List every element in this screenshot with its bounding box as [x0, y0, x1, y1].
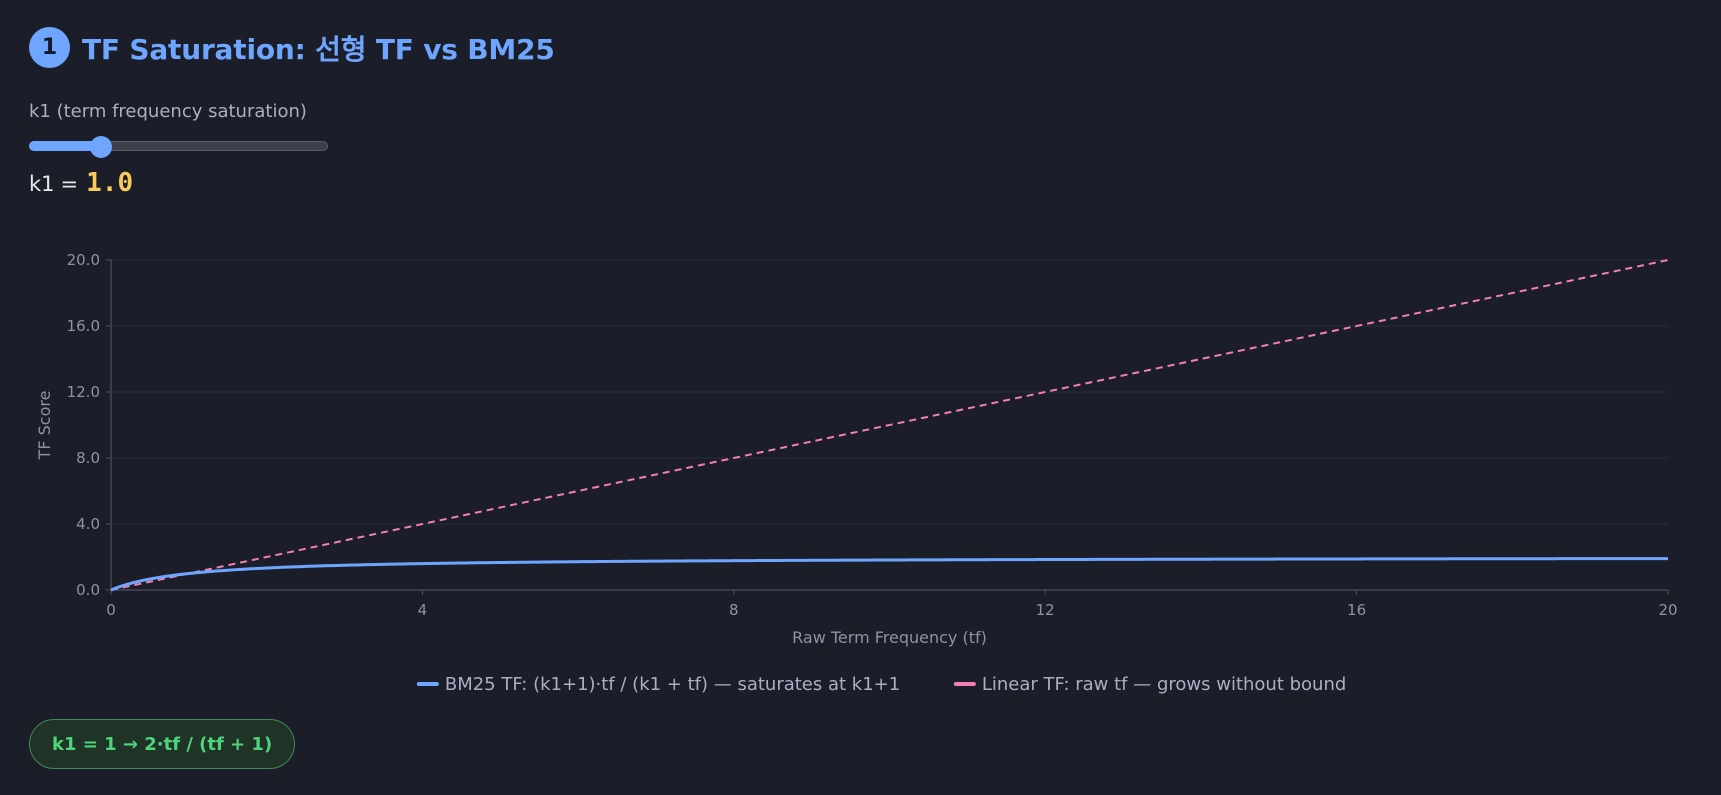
x-tick-label: 16	[1347, 601, 1366, 619]
x-axis-title: Raw Term Frequency (tf)	[792, 628, 987, 647]
equals-sign: =	[60, 172, 79, 196]
step-badge: 1	[29, 27, 70, 68]
k1-value-name: k1	[29, 172, 55, 196]
series-line-linear-tf	[110, 259, 1669, 591]
section-title: TF Saturation: 선형 TF vs BM25	[82, 32, 555, 66]
legend-bm25-label: BM25 TF: (k1+1)·tf / (k1 + tf) — saturat…	[445, 674, 900, 695]
k1-value-readout: k1 = 1.0	[29, 168, 133, 198]
k1-value: 1.0	[86, 168, 134, 198]
legend-linear-label: Linear TF: raw tf — grows without bound	[982, 674, 1346, 695]
tf-saturation-chart: 0.0 4.0 8.0 12.0 16.0 20.0 0 4 8 12 16 20 Raw Term F…	[35, 251, 1678, 695]
section-header: 1 TF Saturation: 선형 TF vs BM25	[29, 27, 555, 68]
y-axis-title: TF Score	[35, 391, 54, 461]
slider-fill	[29, 141, 101, 151]
x-tick-label: 4	[418, 601, 428, 619]
k1-slider[interactable]	[29, 136, 328, 158]
x-tick-label: 12	[1036, 601, 1055, 619]
x-tick-label: 20	[1658, 601, 1677, 619]
slider-label: k1 (term frequency saturation)	[29, 101, 307, 122]
x-tick-label: 0	[106, 601, 116, 619]
y-tick-label: 8.0	[76, 449, 100, 467]
slider-thumb[interactable]	[89, 136, 112, 158]
x-tick-label: 8	[729, 601, 739, 619]
series-line-bm25-tf	[110, 557, 1669, 592]
y-tick-label: 20.0	[67, 251, 100, 269]
y-tick-label: 12.0	[67, 383, 100, 401]
y-tick-label: 0.0	[76, 581, 100, 599]
y-tick-label: 16.0	[67, 317, 100, 335]
formula-pill: k1 = 1 → 2·tf / (tf + 1)	[29, 719, 296, 769]
y-tick-label: 4.0	[76, 515, 100, 533]
